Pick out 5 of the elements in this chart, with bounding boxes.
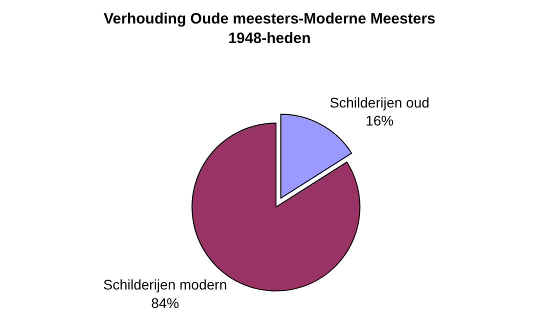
slice-label: Schilderijen modern <box>103 276 227 293</box>
data-label: 16% <box>366 112 394 129</box>
chart-title: Verhouding Oude meesters-Moderne Meesters 1948-heden <box>104 10 436 48</box>
slice-label: Schilderijen oud <box>330 94 430 110</box>
data-label: 84% <box>151 294 180 311</box>
